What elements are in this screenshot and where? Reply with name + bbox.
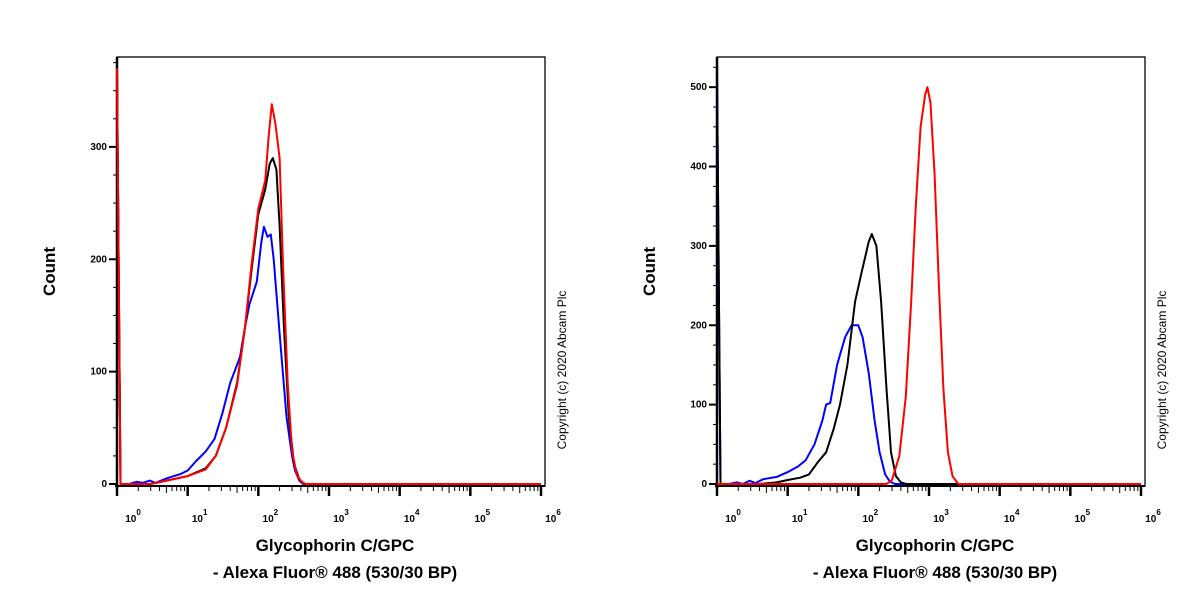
copyright-text: Copyright (c) 2020 Abcam Plc — [1155, 291, 1169, 450]
y-axis-label: Count — [640, 247, 659, 296]
x-tick-label: 100 — [125, 508, 141, 525]
histogram-series-black — [116, 68, 541, 485]
x-axis-label-line-1: Glycophorin C/GPC — [856, 536, 1015, 555]
y-tick-label: 500 — [690, 82, 707, 93]
y-axis-label: Count — [40, 247, 59, 296]
x-tick-label: 102 — [863, 508, 879, 525]
x-tick-label: 106 — [1145, 508, 1161, 525]
histogram-series-black — [716, 71, 1141, 485]
x-tick-base: 10 — [263, 514, 275, 525]
y-tick-label: 200 — [690, 320, 707, 331]
x-axis-label-line-1: Glycophorin C/GPC — [256, 536, 415, 555]
x-tick-exponent: 6 — [556, 508, 561, 517]
y-tick-label: 0 — [101, 479, 107, 490]
x-tick-label: 104 — [404, 508, 420, 525]
histogram-series-red — [116, 68, 541, 485]
x-tick-base: 10 — [192, 514, 204, 525]
x-tick-base: 10 — [792, 514, 804, 525]
x-tick-label: 101 — [792, 508, 808, 525]
histogram-series-blue — [716, 71, 1141, 485]
x-tick-base: 10 — [933, 514, 945, 525]
x-tick-label: 104 — [1004, 508, 1020, 525]
y-tick-label: 100 — [690, 400, 707, 411]
y-tick-label: 200 — [90, 254, 107, 265]
x-tick-exponent: 1 — [803, 508, 808, 517]
y-tick-label: 300 — [690, 241, 707, 252]
x-tick-label: 101 — [192, 508, 208, 525]
x-tick-base: 10 — [863, 514, 875, 525]
x-tick-label: 105 — [475, 508, 491, 525]
y-tick-label: 0 — [701, 479, 707, 490]
x-tick-exponent: 0 — [736, 508, 741, 517]
y-tick-label: 300 — [90, 142, 107, 153]
x-tick-label: 100 — [725, 508, 741, 525]
x-tick-label: 103 — [933, 508, 949, 525]
x-axis-label-line-2: - Alexa Fluor® 488 (530/30 BP) — [213, 563, 457, 582]
x-tick-exponent: 5 — [486, 508, 491, 517]
x-tick-label: 102 — [263, 508, 279, 525]
x-tick-label: 105 — [1075, 508, 1091, 525]
x-tick-exponent: 4 — [415, 508, 420, 517]
x-tick-exponent: 6 — [1156, 508, 1161, 517]
x-tick-base: 10 — [1004, 514, 1016, 525]
x-tick-base: 10 — [475, 514, 487, 525]
x-tick-exponent: 4 — [1015, 508, 1020, 517]
histogram-panel-2: 0100200300400500100101102103104105106Cou… — [640, 56, 1169, 582]
x-tick-base: 10 — [333, 514, 345, 525]
x-tick-base: 10 — [1075, 514, 1087, 525]
x-tick-base: 10 — [545, 514, 557, 525]
x-tick-base: 10 — [1145, 514, 1157, 525]
histogram-series-blue — [116, 68, 541, 485]
x-tick-exponent: 3 — [944, 508, 949, 517]
plot-frame — [116, 56, 546, 487]
x-tick-exponent: 2 — [874, 508, 879, 517]
x-tick-base: 10 — [725, 514, 737, 525]
y-tick-label: 100 — [90, 367, 107, 378]
x-axis-label-line-2: - Alexa Fluor® 488 (530/30 BP) — [813, 563, 1057, 582]
x-tick-base: 10 — [404, 514, 416, 525]
x-tick-exponent: 3 — [344, 508, 349, 517]
x-tick-exponent: 1 — [203, 508, 208, 517]
histogram-series-red — [717, 86, 1141, 485]
x-tick-label: 103 — [333, 508, 349, 525]
x-tick-exponent: 2 — [274, 508, 279, 517]
x-tick-exponent: 5 — [1086, 508, 1091, 517]
x-tick-base: 10 — [125, 514, 137, 525]
x-tick-exponent: 0 — [136, 508, 141, 517]
x-tick-label: 106 — [545, 508, 561, 525]
y-tick-label: 400 — [690, 162, 707, 173]
histogram-panel-1: 0100200300100101102103104105106CountGlyc… — [40, 56, 569, 582]
copyright-text: Copyright (c) 2020 Abcam Plc — [555, 291, 569, 450]
